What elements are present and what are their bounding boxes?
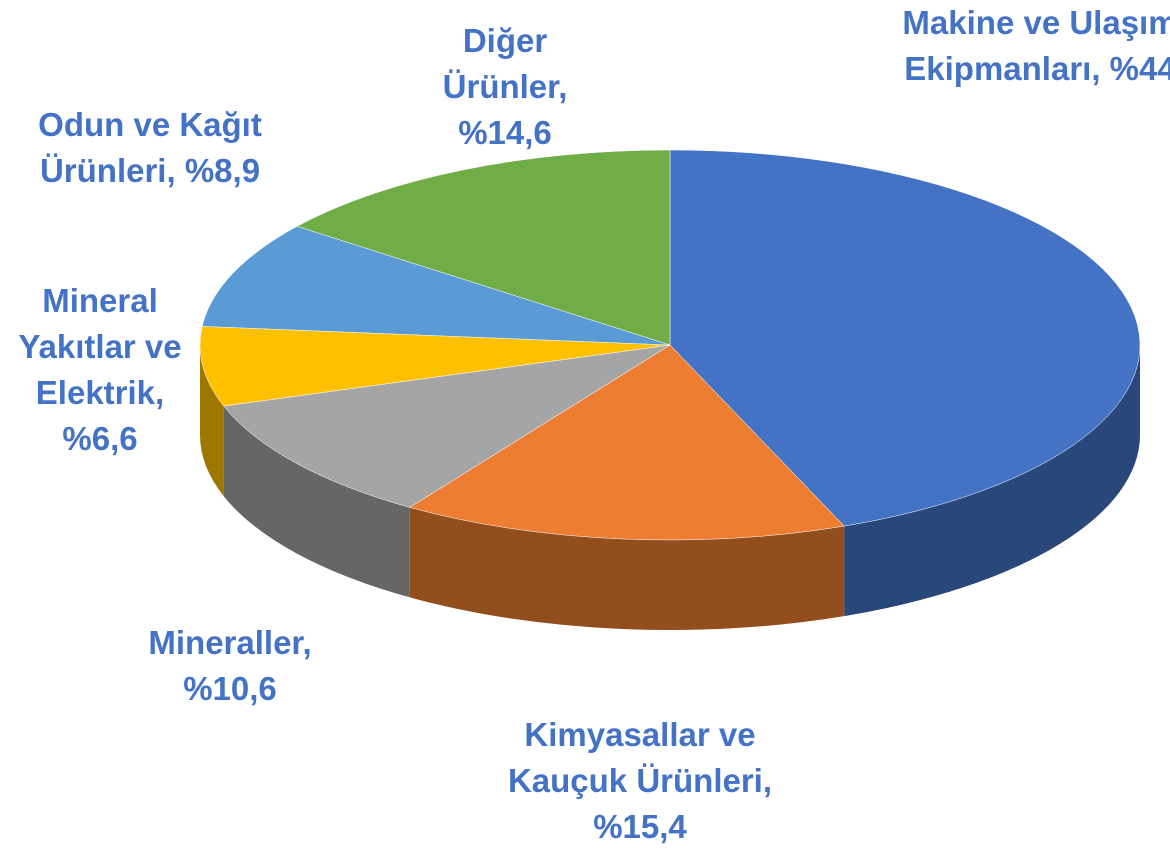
label-category: Diğer Ürünler	[443, 22, 568, 105]
label-value: %14,6	[458, 114, 552, 151]
slice	[201, 226, 671, 346]
data-label: Odun ve Kağıt Ürünleri %8,9	[0, 102, 300, 194]
data-label: Mineraller %10,6	[110, 620, 350, 712]
slice-side	[409, 507, 845, 630]
label-value: %10,6	[183, 670, 277, 707]
data-label: Mineral Yakıtlar ve Elektrik %6,6	[0, 278, 200, 462]
label-value: %8,9	[184, 152, 261, 189]
slice-side	[223, 406, 410, 598]
slice-side	[200, 345, 224, 497]
slice	[223, 344, 671, 508]
data-label: Kimyasallar ve Kauçuk Ürünleri %15,4	[480, 712, 800, 850]
label-value: %6,6	[62, 420, 138, 457]
slice	[199, 326, 671, 407]
data-label: Diğer Ürünler %14,6	[405, 18, 605, 156]
slice	[296, 149, 671, 346]
slice	[669, 149, 1141, 527]
slice-side	[844, 345, 1140, 617]
label-category: Kimyasallar ve Kauçuk Ürünleri	[508, 716, 772, 799]
slice	[409, 344, 845, 541]
label-value: %15,4	[593, 808, 687, 845]
label-value: %44	[1109, 50, 1170, 87]
label-category: Mineral Yakıtlar ve Elektrik	[18, 282, 181, 411]
data-label: Makine ve Ulaşım Ekipmanları %44	[890, 0, 1170, 92]
label-category: Mineraller	[148, 624, 311, 661]
